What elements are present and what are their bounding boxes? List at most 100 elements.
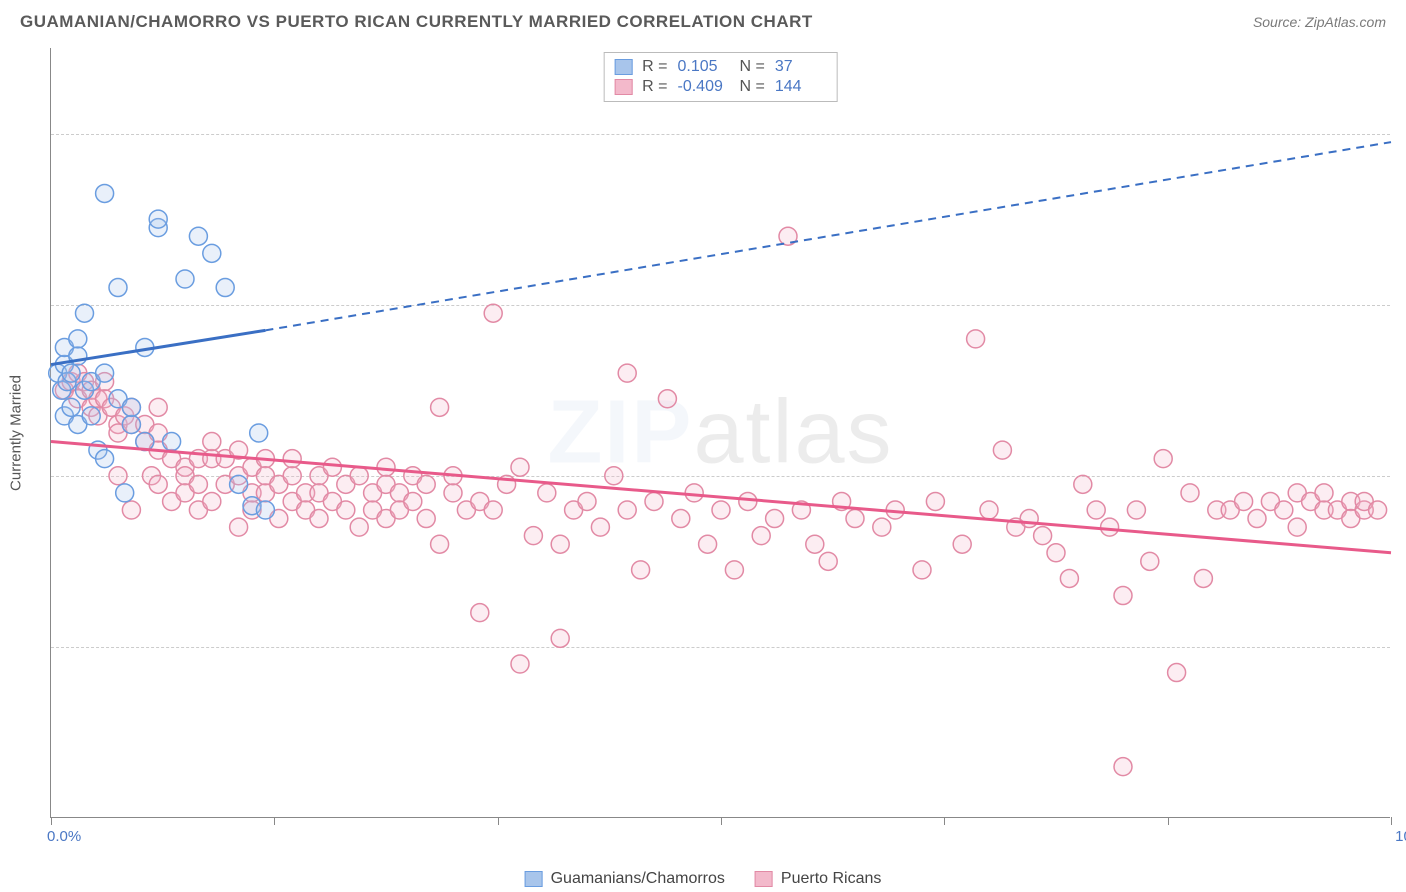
scatter-point bbox=[1275, 501, 1293, 519]
n-value-pr: 144 bbox=[775, 78, 827, 96]
scatter-point bbox=[176, 270, 194, 288]
scatter-point bbox=[189, 227, 207, 245]
legend-item-guam: Guamanians/Chamorros bbox=[525, 870, 725, 888]
scatter-point bbox=[605, 467, 623, 485]
scatter-point bbox=[109, 279, 127, 297]
scatter-point bbox=[149, 475, 167, 493]
scatter-point bbox=[431, 398, 449, 416]
bottom-legend: Guamanians/Chamorros Puerto Ricans bbox=[525, 870, 882, 888]
scatter-point bbox=[96, 364, 114, 382]
scatter-point bbox=[431, 535, 449, 553]
scatter-point bbox=[1194, 569, 1212, 587]
regression-line bbox=[265, 142, 1391, 330]
scatter-point bbox=[1181, 484, 1199, 502]
scatter-point bbox=[76, 304, 94, 322]
scatter-point bbox=[203, 492, 221, 510]
scatter-point bbox=[685, 484, 703, 502]
x-tick bbox=[1168, 817, 1169, 825]
swatch-pr-icon bbox=[614, 79, 632, 95]
swatch-guam-icon bbox=[614, 59, 632, 75]
scatter-point bbox=[417, 475, 435, 493]
scatter-point bbox=[82, 407, 100, 425]
scatter-point bbox=[1060, 569, 1078, 587]
scatter-point bbox=[471, 604, 489, 622]
scatter-point bbox=[1020, 510, 1038, 528]
scatter-point bbox=[618, 364, 636, 382]
scatter-point bbox=[1248, 510, 1266, 528]
chart-title: GUAMANIAN/CHAMORRO VS PUERTO RICAN CURRE… bbox=[20, 12, 813, 32]
swatch-guam-icon bbox=[525, 871, 543, 887]
scatter-plot-svg bbox=[51, 48, 1390, 817]
scatter-point bbox=[109, 467, 127, 485]
scatter-point bbox=[62, 398, 80, 416]
scatter-point bbox=[846, 510, 864, 528]
scatter-point bbox=[618, 501, 636, 519]
scatter-point bbox=[216, 279, 234, 297]
x-tick bbox=[944, 817, 945, 825]
scatter-point bbox=[350, 518, 368, 536]
scatter-point bbox=[62, 364, 80, 382]
scatter-point bbox=[1235, 492, 1253, 510]
scatter-point bbox=[230, 475, 248, 493]
scatter-point bbox=[337, 501, 355, 519]
scatter-point bbox=[404, 492, 422, 510]
r-label: R = bbox=[642, 78, 667, 96]
x-tick bbox=[721, 817, 722, 825]
scatter-point bbox=[551, 535, 569, 553]
scatter-point bbox=[926, 492, 944, 510]
legend-label-guam: Guamanians/Chamorros bbox=[551, 870, 725, 888]
swatch-pr-icon bbox=[755, 871, 773, 887]
scatter-point bbox=[578, 492, 596, 510]
scatter-point bbox=[511, 655, 529, 673]
stats-row-pr: R = -0.409 N = 144 bbox=[614, 77, 827, 97]
scatter-point bbox=[1141, 552, 1159, 570]
scatter-point bbox=[350, 467, 368, 485]
scatter-point bbox=[283, 450, 301, 468]
scatter-point bbox=[766, 510, 784, 528]
scatter-point bbox=[230, 518, 248, 536]
x-tick bbox=[274, 817, 275, 825]
scatter-point bbox=[967, 330, 985, 348]
scatter-point bbox=[1315, 484, 1333, 502]
scatter-point bbox=[1087, 501, 1105, 519]
legend-label-pr: Puerto Ricans bbox=[781, 870, 882, 888]
scatter-point bbox=[993, 441, 1011, 459]
n-label: N = bbox=[740, 58, 765, 76]
x-tick-start: 0.0% bbox=[47, 828, 81, 845]
scatter-point bbox=[256, 501, 274, 519]
scatter-point bbox=[739, 492, 757, 510]
scatter-point bbox=[444, 484, 462, 502]
scatter-point bbox=[1114, 758, 1132, 776]
scatter-point bbox=[1101, 518, 1119, 536]
scatter-point bbox=[658, 390, 676, 408]
scatter-point bbox=[1034, 527, 1052, 545]
scatter-point bbox=[591, 518, 609, 536]
scatter-point bbox=[484, 501, 502, 519]
n-value-guam: 37 bbox=[775, 58, 827, 76]
scatter-point bbox=[551, 629, 569, 647]
scatter-point bbox=[645, 492, 663, 510]
r-value-pr: -0.409 bbox=[678, 78, 730, 96]
scatter-point bbox=[752, 527, 770, 545]
scatter-point bbox=[323, 458, 341, 476]
scatter-point bbox=[417, 510, 435, 528]
x-tick-end: 100.0% bbox=[1395, 828, 1406, 845]
scatter-point bbox=[511, 458, 529, 476]
scatter-point bbox=[1154, 450, 1172, 468]
scatter-point bbox=[122, 398, 140, 416]
y-axis-title: Currently Married bbox=[8, 375, 25, 491]
scatter-point bbox=[283, 467, 301, 485]
scatter-point bbox=[149, 398, 167, 416]
scatter-point bbox=[1288, 518, 1306, 536]
scatter-point bbox=[96, 184, 114, 202]
scatter-point bbox=[1114, 587, 1132, 605]
scatter-point bbox=[953, 535, 971, 553]
scatter-point bbox=[96, 450, 114, 468]
scatter-point bbox=[69, 330, 87, 348]
scatter-point bbox=[203, 244, 221, 262]
scatter-point bbox=[725, 561, 743, 579]
chart-plot-area: ZIPatlas Currently Married 20.0%40.0%60.… bbox=[50, 48, 1390, 818]
scatter-point bbox=[310, 510, 328, 528]
x-tick bbox=[498, 817, 499, 825]
scatter-point bbox=[484, 304, 502, 322]
